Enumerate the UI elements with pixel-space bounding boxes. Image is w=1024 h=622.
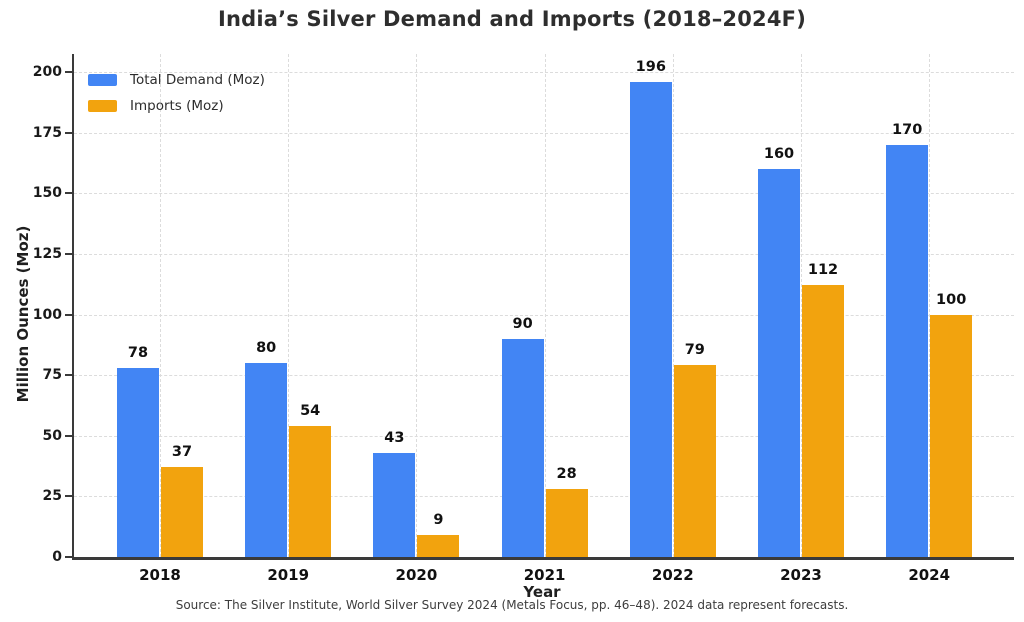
x-tick-label: 2020 — [395, 566, 438, 584]
gridline-vertical — [544, 54, 546, 557]
gridline-horizontal — [74, 496, 1014, 498]
gridline-horizontal — [74, 375, 1014, 377]
bar-imports-moz-2019 — [289, 426, 332, 557]
bar-total-demand-moz-2019 — [245, 363, 288, 557]
gridline-vertical — [288, 54, 290, 557]
legend-label: Imports (Moz) — [130, 98, 224, 114]
bar-imports-moz-2018 — [161, 467, 203, 557]
y-tick-mark — [65, 495, 72, 498]
bar-value-label: 78 — [127, 344, 149, 361]
plot-area: 0 25 50 75 100 125 150 175 200 78 37 2018 80 54 2019 43… — [33, 54, 1014, 584]
gridline-vertical — [160, 54, 161, 557]
legend-swatch — [88, 100, 117, 112]
bar-imports-moz-2020 — [417, 535, 460, 557]
gridline-vertical — [416, 54, 418, 557]
bar-imports-moz-2023 — [802, 285, 844, 557]
x-axis-label: Year — [523, 583, 561, 601]
bar-imports-moz-2021 — [545, 489, 588, 557]
bar-value-label: 80 — [256, 340, 277, 356]
gridline-horizontal — [74, 132, 1014, 134]
y-tick-mark — [65, 434, 72, 437]
bar-value-label: 100 — [936, 291, 967, 308]
bar-total-demand-moz-2022 — [629, 81, 672, 557]
y-tick-label: 200 — [32, 64, 62, 80]
x-tick-label: 2018 — [139, 566, 181, 584]
bar-value-label: 170 — [892, 121, 923, 138]
legend-swatch — [88, 74, 117, 86]
gridline-horizontal — [74, 72, 1014, 73]
y-tick-mark — [65, 374, 72, 377]
bar-value-label: 54 — [300, 403, 321, 420]
bar-total-demand-moz-2023 — [758, 169, 800, 557]
gridline-horizontal — [74, 314, 1014, 316]
x-tick-label: 2021 — [523, 566, 566, 584]
legend-item: Imports (Moz) — [88, 93, 265, 119]
gridline-vertical — [929, 54, 931, 557]
bar-value-label: 43 — [384, 429, 405, 446]
source-note: Source: The Silver Institute, World Silv… — [175, 598, 849, 612]
bar-value-label: 9 — [433, 512, 444, 529]
bar-total-demand-moz-2021 — [501, 338, 544, 557]
x-tick-label: 2019 — [267, 566, 310, 584]
bar-total-demand-moz-2018 — [117, 367, 159, 557]
gridline-vertical — [801, 54, 802, 557]
y-tick-label: 50 — [42, 427, 62, 444]
x-tick-label: 2024 — [908, 566, 951, 584]
y-tick-label: 25 — [42, 488, 62, 505]
y-tick-label: 150 — [32, 185, 62, 202]
x-tick-label: 2022 — [651, 566, 694, 584]
gridline-horizontal — [74, 435, 1014, 437]
gridline-vertical — [672, 54, 674, 557]
chart-title: India’s Silver Demand and Imports (2018–… — [217, 7, 807, 31]
bar-value-label: 196 — [635, 58, 666, 75]
legend: Total Demand (Moz) Imports (Moz) — [88, 67, 265, 119]
bar-value-label: 160 — [763, 146, 795, 162]
gridline-horizontal — [74, 253, 1014, 255]
bar-value-label: 28 — [556, 466, 577, 483]
gridline-horizontal — [74, 193, 1014, 195]
y-tick-mark — [65, 192, 72, 195]
bar-value-label: 37 — [171, 444, 193, 461]
y-tick-mark — [65, 252, 72, 255]
y-tick-label: 100 — [32, 306, 62, 323]
bar-total-demand-moz-2024 — [886, 144, 929, 557]
bar-imports-moz-2024 — [930, 314, 973, 557]
legend-label: Total Demand (Moz) — [130, 72, 265, 88]
bar-imports-moz-2022 — [673, 365, 716, 557]
bar-total-demand-moz-2020 — [373, 452, 416, 557]
y-tick-mark — [65, 556, 72, 558]
y-tick-mark — [65, 131, 72, 134]
bar-value-label: 79 — [684, 342, 705, 359]
y-tick-label: 175 — [32, 124, 62, 141]
y-tick-label: 0 — [52, 549, 62, 565]
y-tick-mark — [65, 71, 72, 73]
y-tick-label: 125 — [32, 245, 62, 262]
bar-value-label: 112 — [807, 262, 839, 279]
bar-value-label: 90 — [512, 315, 533, 332]
y-tick-label: 75 — [42, 367, 62, 384]
x-tick-label: 2023 — [780, 566, 822, 584]
legend-item: Total Demand (Moz) — [88, 67, 265, 93]
y-tick-mark — [65, 313, 72, 316]
